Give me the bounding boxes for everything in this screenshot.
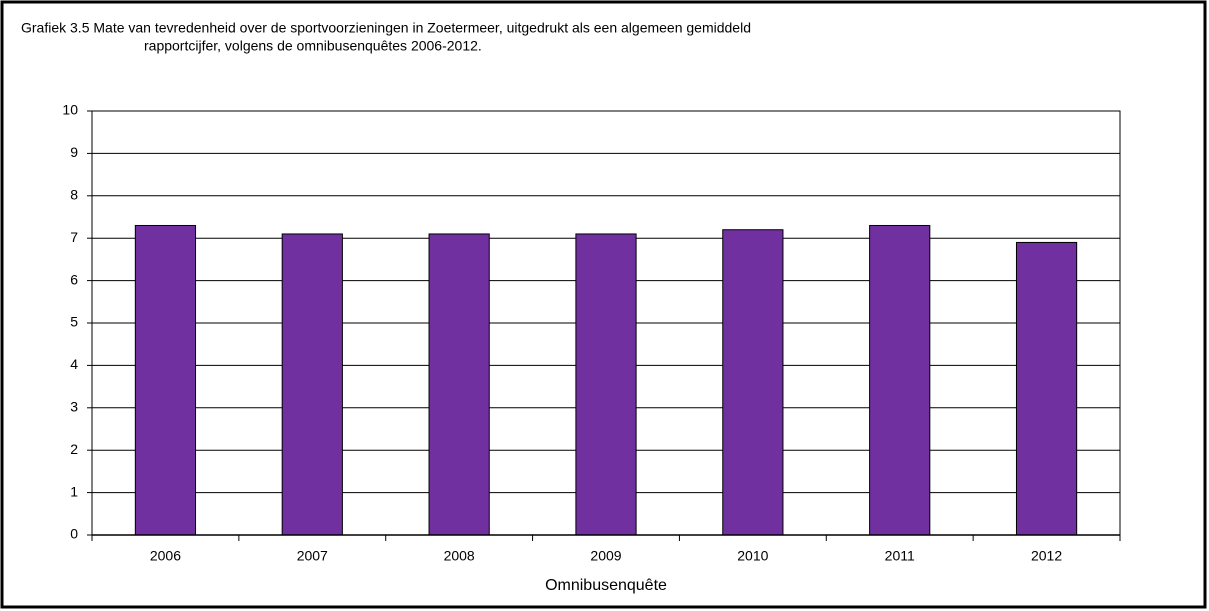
y-tick-label: 2	[70, 441, 78, 457]
bar	[1015, 241, 1078, 536]
bar	[575, 233, 637, 536]
y-tick-label: 1	[70, 483, 78, 499]
y-tick-label: 0	[70, 526, 78, 542]
x-tick-label: 2006	[150, 548, 181, 564]
bar	[134, 224, 197, 536]
x-tick-label: 2010	[737, 548, 768, 564]
x-tick-label: 2009	[590, 548, 621, 564]
y-tick-label: 9	[70, 144, 78, 160]
bar	[869, 224, 931, 536]
chart-title: Grafiek 3.5 Mate van tevredenheid over d…	[21, 20, 751, 36]
y-tick-label: 4	[70, 356, 78, 372]
y-tick-label: 8	[70, 187, 78, 203]
x-tick-label: 2011	[885, 548, 915, 564]
y-tick-label: 5	[70, 314, 78, 330]
y-tick-label: 7	[70, 229, 78, 245]
x-tick-label: 2012	[1031, 548, 1062, 564]
bar	[281, 233, 343, 536]
x-tick-label: 2007	[297, 548, 328, 564]
y-tick-label: 10	[62, 102, 78, 118]
y-tick-label: 3	[70, 399, 78, 415]
x-axis-label: Omnibusenquête	[545, 577, 667, 594]
bar	[722, 229, 784, 536]
x-tick-label: 2008	[444, 548, 475, 564]
chart-title: rapportcijfer, volgens de omnibusenquête…	[144, 38, 482, 54]
bar	[428, 233, 490, 536]
y-tick-label: 6	[70, 271, 78, 287]
